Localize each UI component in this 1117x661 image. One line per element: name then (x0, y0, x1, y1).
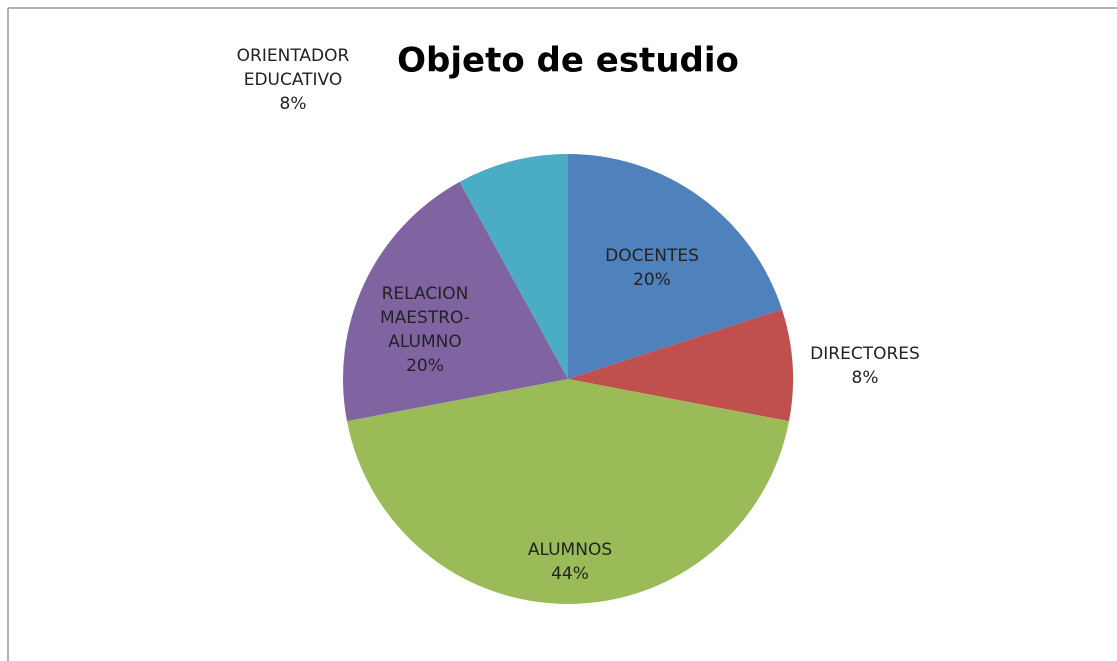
pie-slice (459, 154, 568, 379)
slice-label: ALUMNOS (528, 540, 612, 560)
slice-label: ORIENTADOR EDUCATIVO (237, 46, 350, 90)
slice-label-line: MAESTRO- (380, 308, 470, 328)
pie-slice (343, 181, 568, 422)
slice-label: DOCENTES (605, 246, 699, 266)
pie-slice (568, 154, 782, 379)
slice-value-label: 8% (852, 368, 879, 388)
slice-value-label: 20% (633, 270, 671, 290)
pie-slice (568, 309, 793, 422)
slice-label-line: DOCENTES (605, 246, 699, 266)
chart-title: Objeto de estudio (397, 41, 739, 81)
slice-label: RELACION MAESTRO- ALUMNO (380, 284, 470, 352)
slice-label-line: RELACION (382, 284, 469, 304)
slice-label-line: DIRECTORES (810, 344, 920, 364)
slice-value-label: 20% (406, 356, 444, 376)
pie-slice (346, 379, 790, 604)
slice-label-line: ORIENTADOR (237, 46, 350, 66)
slice-label-line: ALUMNO (388, 332, 461, 352)
slice-label-line: ALUMNOS (528, 540, 612, 560)
slice-label-line: EDUCATIVO (244, 70, 343, 90)
slice-label: DIRECTORES (810, 344, 920, 364)
slice-value-label: 44% (551, 564, 589, 584)
slice-value-label: 8% (280, 94, 307, 114)
